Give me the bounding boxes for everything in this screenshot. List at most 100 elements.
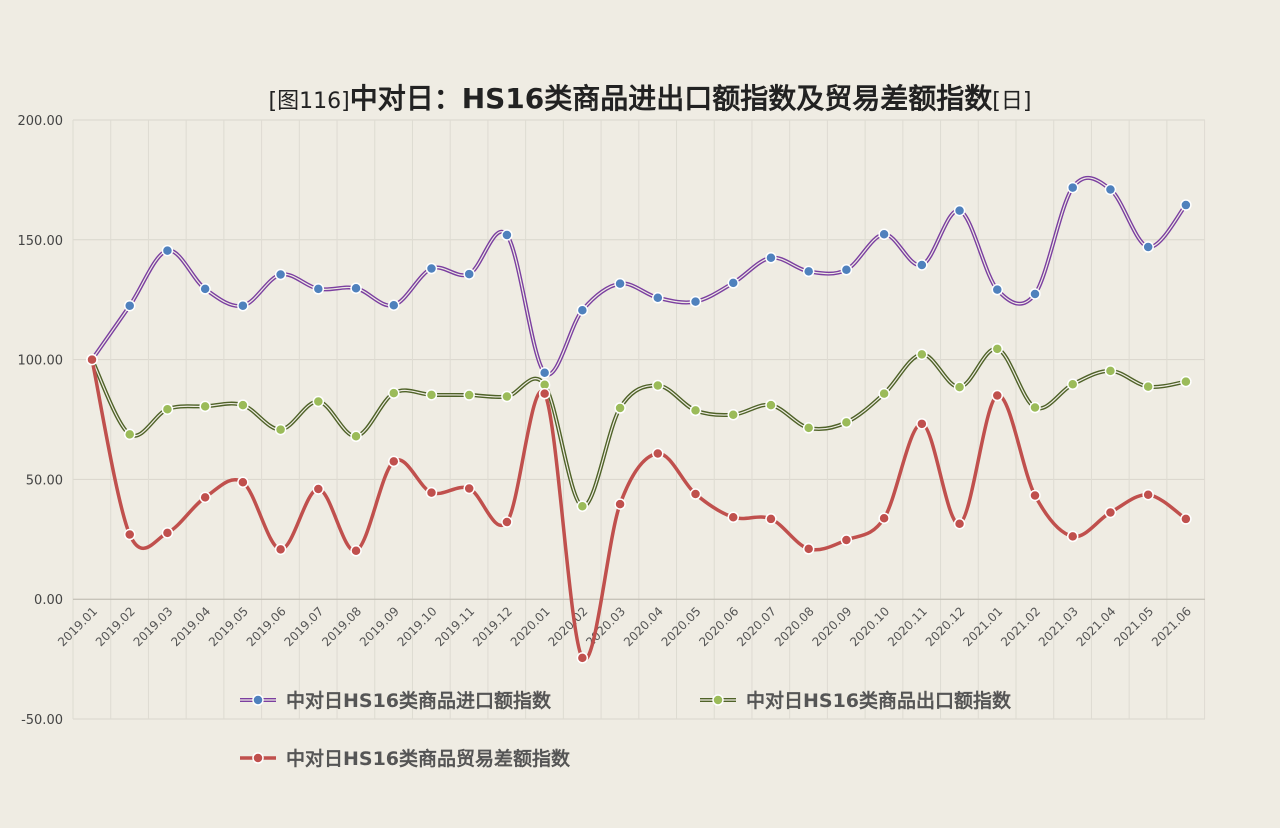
data-point	[652, 292, 664, 304]
data-point	[1142, 380, 1154, 393]
series-layer	[86, 175, 1192, 664]
data-point	[1104, 365, 1117, 377]
data-point	[388, 455, 400, 468]
y-tick-label: 0.00	[34, 593, 63, 608]
data-point	[199, 283, 211, 295]
legend-label: 中对日HS16类商品出口额指数	[746, 689, 1012, 712]
data-point	[388, 387, 400, 399]
data-point	[274, 423, 287, 436]
y-tick-label: 150.00	[18, 234, 64, 249]
data-point	[953, 517, 966, 530]
series-3	[86, 353, 1192, 664]
data-point	[350, 282, 362, 294]
legend-item-2: 中对日HS16类商品出口额指数	[700, 689, 1012, 712]
data-point	[1066, 530, 1079, 543]
data-point	[840, 534, 853, 546]
data-point	[312, 283, 325, 295]
data-point	[501, 390, 513, 403]
data-point	[727, 408, 739, 421]
legend-label: 中对日HS16类商品贸易差额指数	[286, 747, 571, 770]
y-axis-ticks: 200.00 150.00 100.00 50.00 0.00 -50.00	[18, 114, 64, 728]
data-point	[614, 277, 626, 290]
data-point	[878, 387, 890, 400]
data-point	[878, 228, 890, 241]
data-point	[576, 304, 589, 316]
data-point	[199, 491, 211, 504]
data-point	[840, 416, 853, 429]
legend-swatch-marker	[252, 752, 264, 764]
data-point	[765, 399, 777, 411]
data-point	[802, 265, 815, 278]
chart-title-prefix: [图116]	[269, 89, 350, 114]
data-point	[501, 229, 513, 241]
data-point	[652, 447, 664, 460]
chart-title: [图116]中对日：HS16类商品进出口额指数及贸易差额指数[日]	[269, 82, 1032, 115]
legend-swatch-marker	[712, 694, 724, 706]
data-point	[1104, 506, 1117, 519]
data-point	[1029, 489, 1041, 502]
data-point	[425, 262, 438, 275]
data-point	[1180, 513, 1192, 525]
data-point	[916, 348, 928, 361]
data-point	[538, 387, 551, 400]
data-point	[916, 259, 928, 271]
data-point	[953, 381, 966, 393]
chart-title-main: 中对日：HS16类商品进出口额指数及贸易差额指数	[350, 82, 994, 115]
data-point	[425, 389, 438, 401]
data-point	[765, 513, 777, 525]
data-point	[1104, 183, 1117, 196]
data-point	[614, 402, 626, 414]
data-point	[350, 545, 362, 557]
data-point	[86, 353, 98, 366]
data-point	[312, 395, 325, 408]
legend-label: 中对日HS16类商品进口额指数	[286, 689, 552, 712]
data-point	[388, 299, 400, 311]
data-point	[123, 428, 136, 441]
legend-item-3: 中对日HS16类商品贸易差额指数	[240, 747, 571, 770]
data-point	[237, 399, 249, 411]
data-point	[312, 483, 325, 495]
data-point	[463, 389, 475, 401]
data-point	[991, 343, 1004, 355]
data-point	[727, 511, 739, 524]
data-point	[614, 498, 626, 510]
data-point	[840, 264, 853, 276]
data-point	[350, 430, 362, 443]
data-point	[161, 403, 174, 415]
data-point	[689, 488, 702, 500]
data-point	[916, 418, 928, 430]
data-point	[1029, 288, 1041, 300]
y-tick-label: 50.00	[26, 473, 63, 488]
legend-swatch-marker	[252, 694, 264, 706]
data-point	[463, 268, 475, 280]
data-point	[576, 500, 589, 512]
data-point	[237, 299, 249, 312]
data-point	[652, 379, 664, 392]
data-point	[274, 268, 287, 281]
chart-title-suffix: [日]	[992, 89, 1031, 114]
data-point	[123, 528, 136, 541]
data-point	[765, 252, 777, 264]
data-point	[199, 400, 211, 413]
data-point	[689, 404, 702, 417]
data-point	[953, 204, 966, 217]
data-point	[123, 299, 136, 312]
legend: 中对日HS16类商品进口额指数 中对日HS16类商品出口额指数中对日HS16类商品…	[240, 689, 1012, 770]
data-point	[161, 244, 174, 257]
data-point	[1142, 241, 1154, 253]
data-point	[463, 482, 475, 495]
data-point	[802, 543, 815, 555]
y-tick-label: -50.00	[21, 713, 63, 728]
data-point	[538, 367, 551, 379]
data-point	[991, 283, 1004, 296]
data-point	[1142, 488, 1154, 501]
y-tick-label: 100.00	[18, 354, 64, 369]
data-point	[237, 476, 249, 489]
data-point	[274, 543, 287, 556]
data-point	[1029, 401, 1041, 414]
data-point	[1180, 199, 1192, 211]
data-point	[576, 652, 589, 664]
